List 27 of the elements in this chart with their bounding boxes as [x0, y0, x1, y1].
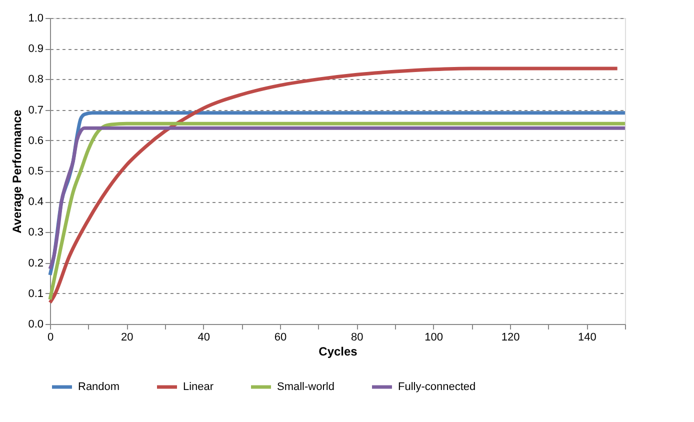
legend-label: Random: [78, 381, 120, 393]
line-series: [48, 122, 627, 302]
y-tick-label: 0.9: [28, 43, 44, 56]
legend-label: Fully-connected: [398, 381, 476, 393]
y-tick-label: 0.7: [28, 104, 44, 116]
x-tick-label: 120: [501, 332, 520, 344]
y-tick-label: 0.5: [28, 166, 44, 178]
y-tick-label: 0.1: [28, 288, 44, 300]
x-tick-label: 100: [424, 332, 444, 344]
y-tick-label: 0.4: [28, 196, 44, 208]
y-tick-label: 0.0: [28, 318, 44, 330]
x-tick-label: 40: [198, 332, 210, 344]
y-tick-label: 1.0: [28, 12, 44, 24]
y-axis-title: Average Performance: [10, 109, 24, 234]
line-series: [48, 66, 620, 304]
x-tick-label: 60: [274, 332, 287, 344]
legend-label: Small-world: [277, 381, 334, 393]
x-tick-label: 80: [351, 332, 364, 344]
x-tick-label: 140: [578, 332, 596, 344]
x-axis-title: Cycles: [318, 344, 358, 358]
legend-label: Linear: [183, 381, 214, 393]
x-tick-label: 0: [47, 332, 54, 344]
y-tick-label: 0.6: [28, 134, 44, 147]
y-tick-label: 0.3: [28, 226, 44, 239]
x-tick-label: 20: [121, 332, 134, 344]
y-tick-label: 0.2: [28, 257, 44, 270]
y-tick-label: 0.8: [28, 74, 44, 86]
